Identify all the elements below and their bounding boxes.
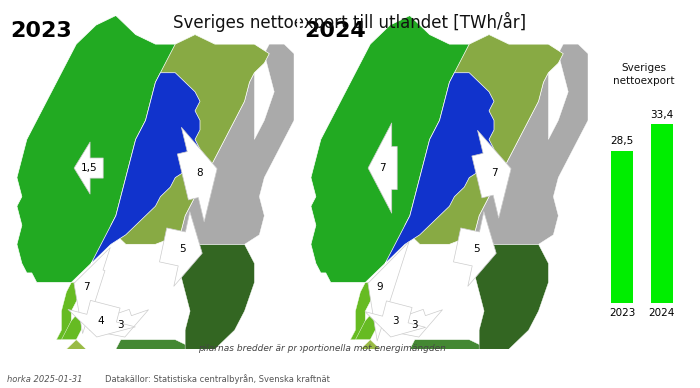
Polygon shape <box>180 244 254 349</box>
Polygon shape <box>36 340 126 388</box>
Polygon shape <box>111 35 270 244</box>
Polygon shape <box>57 282 81 340</box>
Polygon shape <box>180 44 294 254</box>
Text: 7: 7 <box>379 163 386 173</box>
Polygon shape <box>380 73 494 322</box>
Text: 7: 7 <box>491 168 497 178</box>
Text: 33,4: 33,4 <box>650 110 673 120</box>
Polygon shape <box>86 73 200 322</box>
Polygon shape <box>116 340 215 388</box>
Text: pilarnas bredder är proportionella mot energimängden: pilarnas bredder är proportionella mot e… <box>198 344 446 353</box>
Text: 9: 9 <box>377 282 384 292</box>
Text: 1,5: 1,5 <box>80 163 97 173</box>
Polygon shape <box>311 16 554 282</box>
Text: 5: 5 <box>473 244 480 254</box>
Polygon shape <box>351 315 375 340</box>
Text: horka 2025-01-31: horka 2025-01-31 <box>7 375 83 384</box>
Polygon shape <box>7 349 36 388</box>
Polygon shape <box>17 16 260 282</box>
Polygon shape <box>301 349 330 388</box>
Polygon shape <box>405 35 564 244</box>
Text: 3: 3 <box>392 315 398 326</box>
Polygon shape <box>351 282 375 340</box>
Polygon shape <box>330 340 420 388</box>
Text: Datakällor: Statistiska centralbyrån, Svenska kraftnät: Datakällor: Statistiska centralbyrån, Sv… <box>105 374 330 384</box>
Text: 2023: 2023 <box>10 21 71 41</box>
Polygon shape <box>474 44 588 254</box>
Bar <box>611 151 633 303</box>
Text: 4: 4 <box>98 315 104 326</box>
Text: 28,5: 28,5 <box>610 136 634 146</box>
Bar <box>651 125 673 303</box>
Text: 3: 3 <box>412 320 418 330</box>
Polygon shape <box>474 244 548 349</box>
Text: 2024: 2024 <box>304 21 365 41</box>
Title: Sveriges
nettoexport: Sveriges nettoexport <box>613 63 675 86</box>
Text: 7: 7 <box>83 282 90 292</box>
Text: 8: 8 <box>197 168 203 178</box>
Polygon shape <box>57 315 81 340</box>
Polygon shape <box>410 340 509 388</box>
Text: 3: 3 <box>118 320 124 330</box>
Text: 5: 5 <box>179 244 186 254</box>
Text: Sveriges nettoexport till utlandet [TWh/år]: Sveriges nettoexport till utlandet [TWh/… <box>174 12 526 32</box>
